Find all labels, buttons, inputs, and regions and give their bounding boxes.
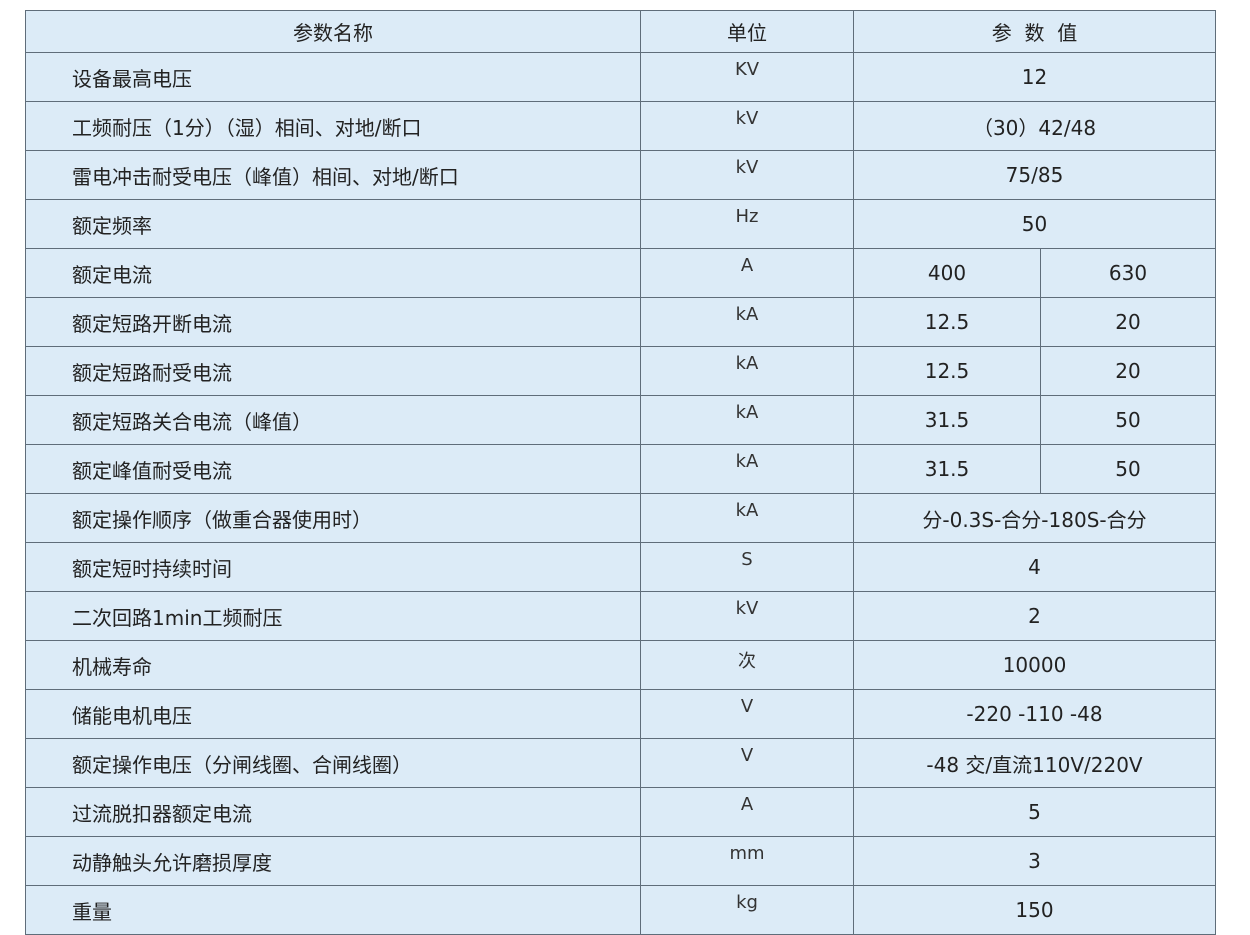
param-name: 设备最高电压	[25, 52, 641, 102]
param-value: 31.5	[853, 395, 1041, 445]
param-unit: S	[640, 542, 854, 592]
table-row: 额定短时持续时间 S 4	[25, 542, 1216, 592]
param-value: 31.5	[853, 444, 1041, 494]
param-value: 50	[853, 199, 1216, 249]
header-name: 参数名称	[25, 10, 641, 53]
param-unit: kV	[640, 101, 854, 151]
param-value: 150	[853, 885, 1216, 935]
param-value: 20	[1040, 346, 1216, 396]
param-name: 额定短路关合电流（峰值）	[25, 395, 641, 445]
param-value: 12.5	[853, 297, 1041, 347]
table-row: 额定峰值耐受电流 kA 31.5 50	[25, 444, 1216, 494]
table-row: 额定短路开断电流 kA 12.5 20	[25, 297, 1216, 347]
param-unit: kg	[640, 885, 854, 935]
param-value: （30）42/48	[853, 101, 1216, 151]
param-name: 额定峰值耐受电流	[25, 444, 641, 494]
header-unit: 单位	[640, 10, 854, 53]
param-unit: kA	[640, 297, 854, 347]
param-value: 2	[853, 591, 1216, 641]
table-row: 额定操作电压（分闸线圈、合闸线圈） V -48 交/直流110V/220V	[25, 738, 1216, 788]
param-unit: V	[640, 689, 854, 739]
param-name: 动静触头允许磨损厚度	[25, 836, 641, 886]
param-name: 额定操作顺序（做重合器使用时）	[25, 493, 641, 543]
param-value: 3	[853, 836, 1216, 886]
table-row: 动静触头允许磨损厚度 mm 3	[25, 836, 1216, 886]
param-value: 12.5	[853, 346, 1041, 396]
param-unit: kV	[640, 591, 854, 641]
table-row: 工频耐压（1分）（湿）相间、对地/断口 kV （30）42/48	[25, 101, 1216, 151]
param-value: 4	[853, 542, 1216, 592]
param-value: 50	[1040, 395, 1216, 445]
param-value: 400	[853, 248, 1041, 298]
param-unit: KV	[640, 52, 854, 102]
param-value: 630	[1040, 248, 1216, 298]
param-unit: 次	[640, 640, 854, 690]
param-value: -220 -110 -48	[853, 689, 1216, 739]
param-unit: A	[640, 787, 854, 837]
header-value: 参 数 值	[853, 10, 1216, 53]
table-row: 机械寿命次 10000	[25, 640, 1216, 690]
param-unit: V	[640, 738, 854, 788]
param-value: 20	[1040, 297, 1216, 347]
param-value: 分-0.3S-合分-180S-合分	[853, 493, 1216, 543]
param-value: 75/85	[853, 150, 1216, 200]
header-row: 参数名称 单位 参 数 值	[25, 10, 1216, 53]
param-name: 重量	[25, 885, 641, 935]
table-row: 额定电流 A 400 630	[25, 248, 1216, 298]
table-row: 额定短路耐受电流 kA 12.5 20	[25, 346, 1216, 396]
table-row: 额定频率 Hz 50	[25, 199, 1216, 249]
param-unit: mm	[640, 836, 854, 886]
param-unit: A	[640, 248, 854, 298]
param-unit: kA	[640, 444, 854, 494]
param-name: 额定频率	[25, 199, 641, 249]
param-name: 额定电流	[25, 248, 641, 298]
param-unit: kA	[640, 493, 854, 543]
table-row: 设备最高电压 KV 12	[25, 52, 1216, 102]
param-value: -48 交/直流110V/220V	[853, 738, 1216, 788]
param-unit: kA	[640, 395, 854, 445]
param-name: 额定短路耐受电流	[25, 346, 641, 396]
param-name: 雷电冲击耐受电压（峰值）相间、对地/断口	[25, 150, 641, 200]
table-row: 过流脱扣器额定电流 A 5	[25, 787, 1216, 837]
param-name: 机械寿命	[25, 640, 641, 690]
table-row: 重量 kg 150	[25, 885, 1216, 935]
param-unit: Hz	[640, 199, 854, 249]
param-value: 50	[1040, 444, 1216, 494]
param-name: 二次回路1min工频耐压	[25, 591, 641, 641]
table-row: 二次回路1min工频耐压 kV 2	[25, 591, 1216, 641]
param-name: 额定短路开断电流	[25, 297, 641, 347]
param-unit: kA	[640, 346, 854, 396]
param-value: 10000	[853, 640, 1216, 690]
param-name: 过流脱扣器额定电流	[25, 787, 641, 837]
table-row: 额定操作顺序（做重合器使用时） kA 分-0.3S-合分-180S-合分	[25, 493, 1216, 543]
table-row: 雷电冲击耐受电压（峰值）相间、对地/断口 kV 75/85	[25, 150, 1216, 200]
param-value: 12	[853, 52, 1216, 102]
table-row: 额定短路关合电流（峰值） kA 31.5 50	[25, 395, 1216, 445]
param-name: 储能电机电压	[25, 689, 641, 739]
param-value: 5	[853, 787, 1216, 837]
param-name: 额定操作电压（分闸线圈、合闸线圈）	[25, 738, 641, 788]
parameter-table: 参数名称 单位 参 数 值 设备最高电压 KV 12 工频耐压（1分）（湿）相间、对地…	[25, 10, 1216, 935]
table-row: 储能电机电压 V -220 -110 -48	[25, 689, 1216, 739]
param-unit: kV	[640, 150, 854, 200]
param-name: 额定短时持续时间	[25, 542, 641, 592]
param-name: 工频耐压（1分）（湿）相间、对地/断口	[25, 101, 641, 151]
